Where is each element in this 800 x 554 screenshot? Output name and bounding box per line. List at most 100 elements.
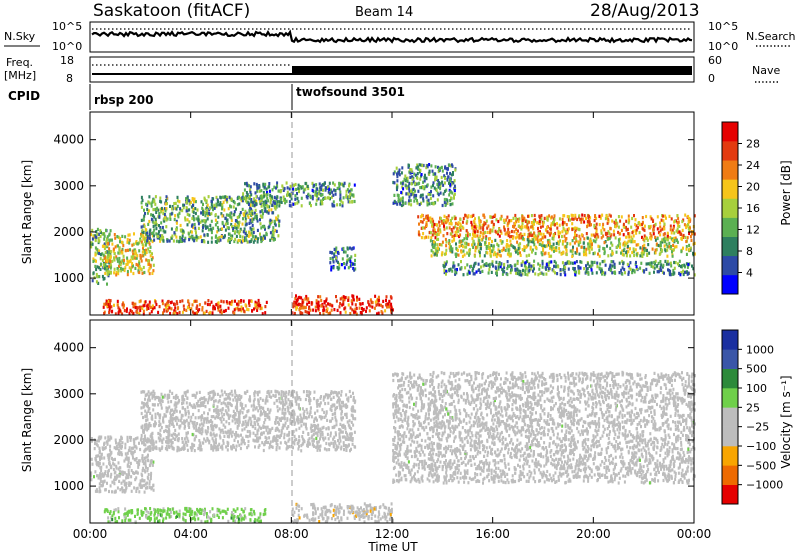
- power-cell: [499, 262, 502, 266]
- power-cell: [342, 295, 345, 299]
- power-cell: [123, 303, 125, 307]
- power-cell: [162, 239, 165, 243]
- power-cell: [386, 305, 388, 309]
- power-cell: [320, 304, 323, 308]
- power-cell: [340, 199, 343, 203]
- power-cell: [199, 235, 202, 239]
- power-cell: [634, 262, 637, 266]
- power-cell: [332, 266, 335, 270]
- velocity-cell: [128, 446, 131, 450]
- power-cell: [534, 234, 537, 238]
- power-cell: [571, 214, 574, 218]
- power-cell: [417, 189, 420, 193]
- velocity-cell: [138, 459, 141, 463]
- power-cell: [573, 236, 576, 240]
- power-cell: [469, 233, 471, 237]
- power-cell: [513, 230, 516, 234]
- power-cell: [241, 199, 244, 203]
- power-cell: [325, 304, 328, 308]
- power-cell: [224, 222, 227, 226]
- velocity-cell: [118, 444, 121, 448]
- power-cell: [503, 225, 505, 229]
- power-cell: [331, 304, 334, 308]
- power-cell: [91, 242, 94, 246]
- power-cell: [458, 244, 461, 249]
- power-cell: [574, 232, 576, 236]
- power-cell: [228, 195, 231, 199]
- power-cell: [396, 183, 398, 187]
- velocity-cell: [154, 415, 157, 420]
- power-cell: [403, 177, 406, 181]
- power-cell: [294, 296, 297, 301]
- power-cell: [335, 256, 338, 260]
- power-cell: [102, 253, 105, 257]
- power-cell: [500, 214, 503, 218]
- power-cell: [188, 208, 191, 212]
- power-cell: [140, 225, 143, 229]
- velocity-cell: [252, 438, 255, 442]
- power-cell: [336, 203, 339, 207]
- power-cell: [602, 246, 605, 251]
- power-cell: [221, 203, 224, 207]
- power-cell: [197, 215, 200, 219]
- power-cell: [407, 184, 410, 188]
- power-cell: [103, 234, 106, 238]
- power-cell: [541, 236, 544, 240]
- power-cell: [155, 227, 158, 231]
- power-cell: [506, 223, 509, 228]
- power-cell: [575, 260, 578, 264]
- power-cell: [474, 249, 477, 253]
- power-cell: [423, 226, 426, 230]
- power-cell: [209, 223, 212, 227]
- velocity-cell: [219, 394, 222, 398]
- power-cell: [267, 199, 270, 203]
- power-cell: [245, 222, 248, 226]
- power-cell: [165, 195, 168, 199]
- power-cell: [555, 246, 558, 250]
- power-cell: [497, 230, 500, 234]
- power-cell: [258, 302, 261, 306]
- power-cell: [415, 166, 418, 170]
- power-cell: [117, 306, 120, 310]
- power-cell: [498, 227, 501, 232]
- power-cell: [99, 229, 102, 233]
- power-cell: [411, 175, 413, 179]
- power-cell: [155, 210, 158, 214]
- power-cell: [244, 303, 247, 307]
- power-cell: [289, 194, 292, 198]
- velocity-cell: [187, 415, 190, 419]
- velocity-cell: [130, 446, 133, 450]
- power-cell: [661, 238, 664, 242]
- power-cell: [479, 230, 482, 234]
- power-cell: [178, 200, 181, 204]
- power-cell: [583, 245, 586, 249]
- power-cell: [100, 230, 102, 234]
- power-cell: [411, 177, 414, 181]
- velocity-cell: [340, 416, 343, 420]
- power-cell: [596, 233, 599, 237]
- velocity-cell: [100, 465, 103, 469]
- power-cell: [599, 262, 602, 266]
- power-cell: [138, 262, 141, 266]
- power-cell: [258, 200, 261, 204]
- power-cell: [181, 234, 184, 238]
- power-cell: [335, 299, 338, 303]
- power-cell: [195, 299, 198, 303]
- power-cell: [390, 302, 393, 306]
- power-cell: [627, 214, 630, 218]
- power-cell: [432, 194, 435, 198]
- power-cell: [659, 244, 662, 248]
- power-cell: [310, 204, 312, 208]
- velocity-cell: [144, 443, 147, 447]
- power-cell: [104, 267, 107, 271]
- power-cell: [212, 305, 215, 309]
- power-cell: [572, 266, 575, 271]
- power-cell: [408, 170, 411, 174]
- velocity-cell: [134, 437, 137, 441]
- velocity-cell: [278, 396, 281, 400]
- power-cell: [661, 240, 664, 244]
- velocity-cell: [234, 389, 236, 393]
- power-cell: [607, 254, 610, 258]
- power-cell: [611, 219, 614, 223]
- power-cell: [260, 306, 263, 310]
